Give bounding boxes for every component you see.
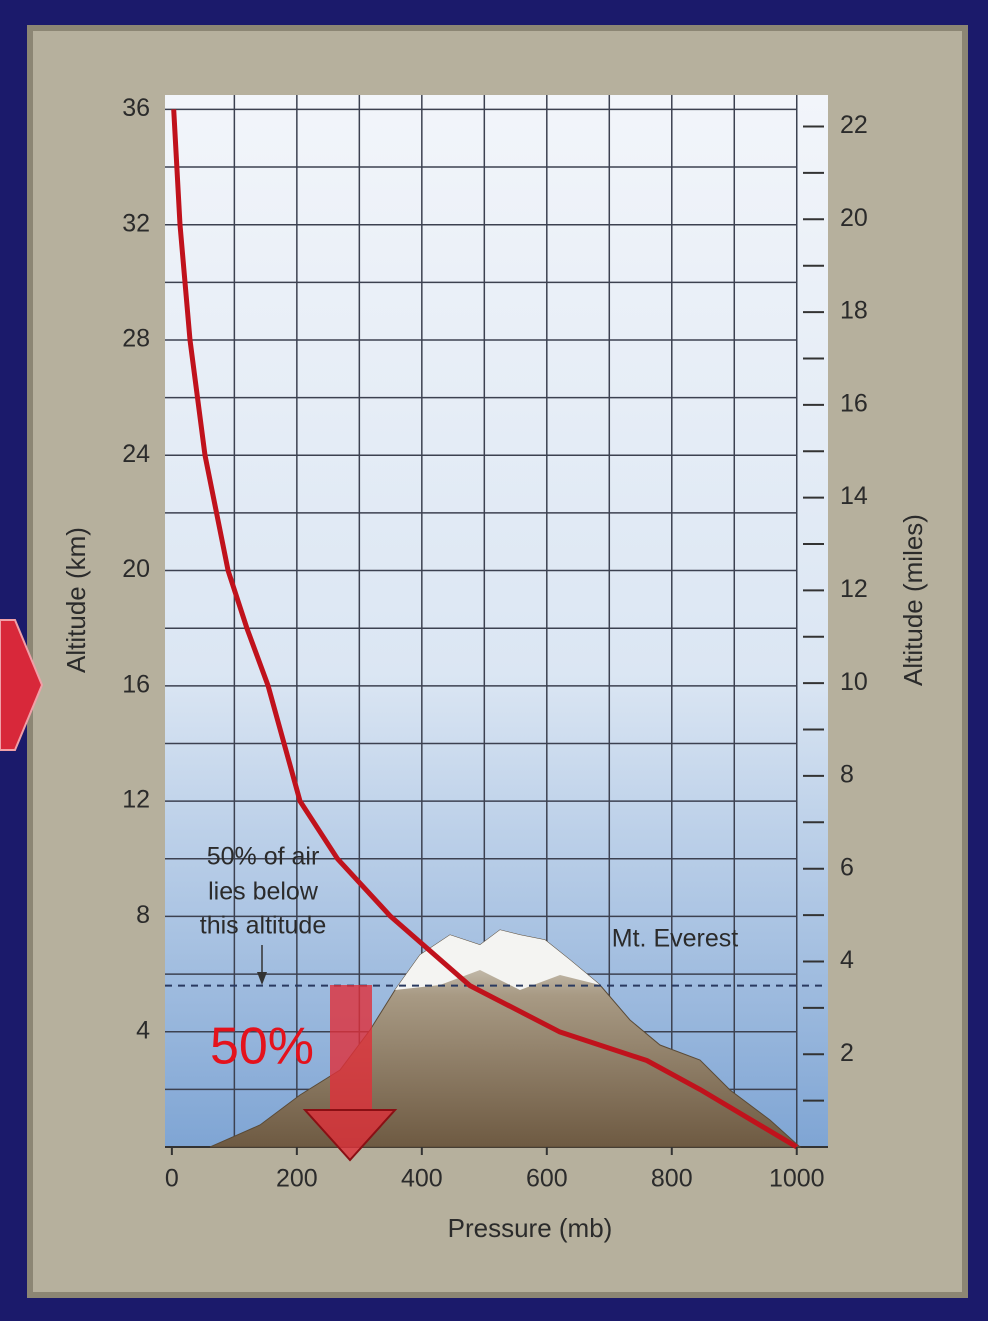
y2-tick-label: 4 xyxy=(840,946,854,974)
x-axis-label: Pressure (mb) xyxy=(448,1213,613,1243)
page: {"chart_data": { "type": "line", "x_labe… xyxy=(0,0,988,1316)
y2-tick-label: 2 xyxy=(840,1039,854,1067)
annotation: 50% of air xyxy=(207,843,320,871)
y2-tick-label: 14 xyxy=(840,482,868,510)
y2-tick-label: 16 xyxy=(840,389,868,417)
y-axis-label: Altitude (km) xyxy=(61,527,91,673)
x-tick-label: 600 xyxy=(526,1165,568,1193)
y2-tick-label: 20 xyxy=(840,204,868,232)
y-tick-label: 4 xyxy=(136,1016,150,1044)
y-tick-label: 36 xyxy=(122,94,150,122)
y2-tick-label: 8 xyxy=(840,761,854,789)
x-tick-label: 800 xyxy=(651,1165,693,1193)
y-tick-label: 28 xyxy=(122,325,150,353)
peak-label: Mt. Everest xyxy=(612,925,738,953)
y2-tick-label: 10 xyxy=(840,668,868,696)
y2-tick-label: 12 xyxy=(840,575,868,603)
y2-axis-label: Altitude (miles) xyxy=(898,514,928,686)
highlight-arrow-shaft xyxy=(330,985,372,1110)
x-tick-label: 200 xyxy=(276,1165,318,1193)
y2-tick-label: 22 xyxy=(840,111,868,139)
y2-tick-label: 18 xyxy=(840,297,868,325)
x-tick-label: 400 xyxy=(401,1165,443,1193)
y-tick-label: 20 xyxy=(122,555,150,583)
annotation: lies below xyxy=(208,878,319,906)
x-tick-label: 0 xyxy=(165,1165,179,1193)
y-tick-label: 12 xyxy=(122,786,150,814)
y-tick-label: 24 xyxy=(122,440,150,468)
y-tick-label: 8 xyxy=(136,901,150,929)
x-tick-label: 1000 xyxy=(769,1165,825,1193)
annotation: this altitude xyxy=(200,912,326,940)
y2-tick-label: 6 xyxy=(840,853,854,881)
chart: 50% of air lies below this altitude Mt. … xyxy=(0,0,988,1316)
highlight-label: 50% xyxy=(210,1018,314,1076)
y-tick-label: 32 xyxy=(122,209,150,237)
y-tick-label: 16 xyxy=(122,670,150,698)
